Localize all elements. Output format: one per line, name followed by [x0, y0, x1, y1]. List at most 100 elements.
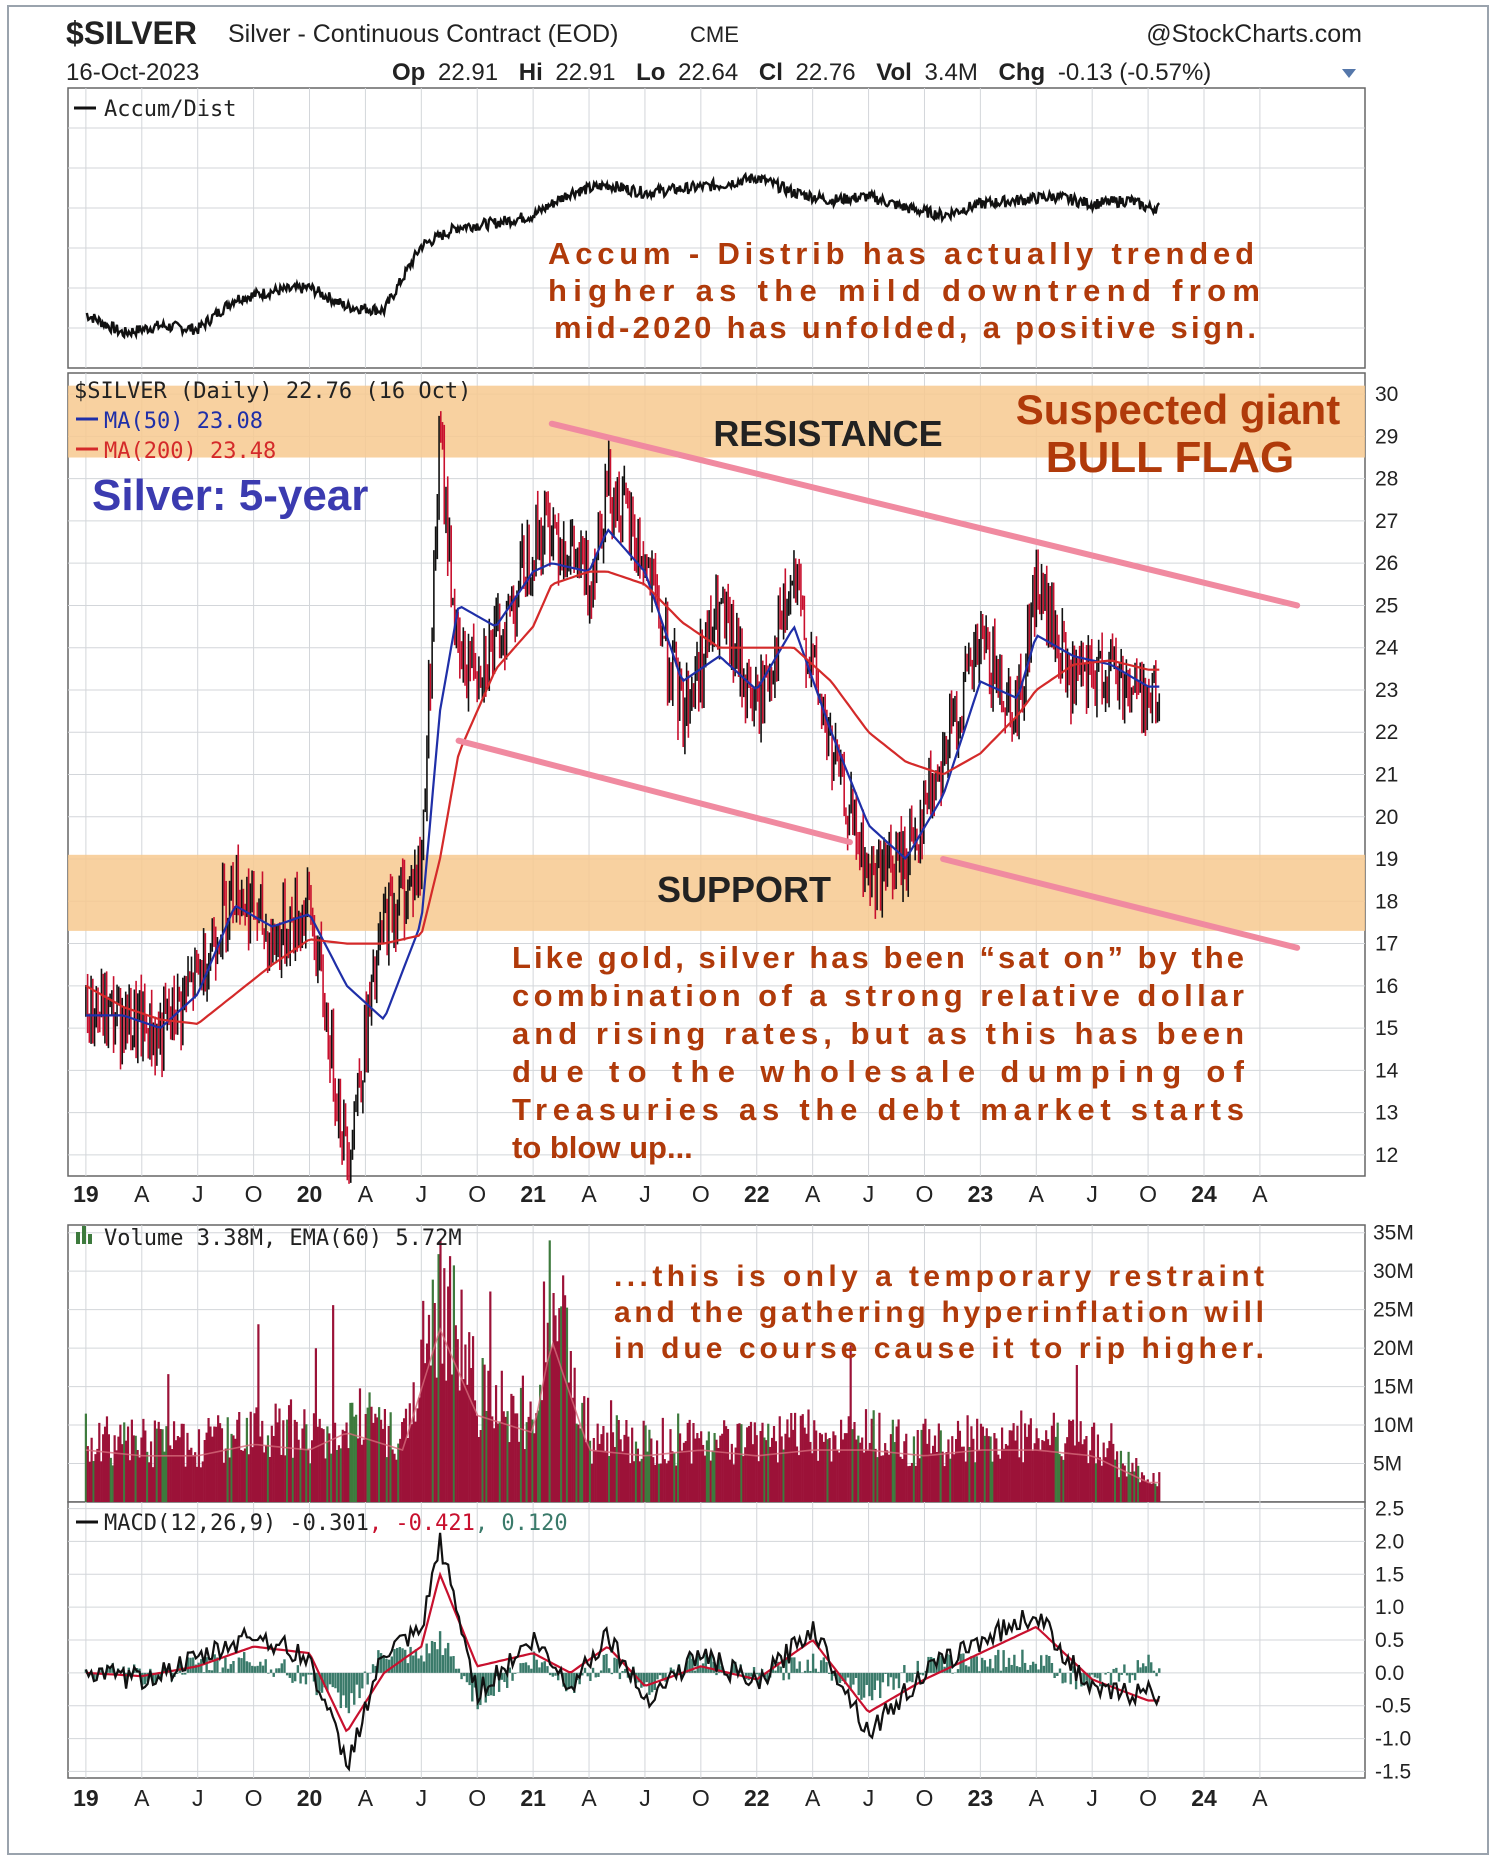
instrument-name: Silver - Continuous Contract (EOD) — [228, 20, 618, 48]
y-tick-label-price: 19 — [1375, 848, 1398, 871]
volume-bars — [84, 1240, 1161, 1502]
x-tick-label: O — [916, 1181, 934, 1207]
x-tick-label: J — [416, 1785, 428, 1811]
macd-legend-b: , -0.421 — [369, 1511, 475, 1536]
x-tick-label: 24 — [1191, 1181, 1217, 1207]
x-tick-label: A — [805, 1181, 821, 1207]
y-tick-label-price: 21 — [1375, 764, 1398, 787]
y-tick-label-price: 27 — [1375, 510, 1398, 533]
close-label: Cl — [759, 59, 783, 86]
gold-note-line-5: Treasuries as the debt market starts — [512, 1092, 1244, 1127]
macd-legend-line: MACD(12,26,9) -0.301, -0.421, 0.120 — [104, 1511, 568, 1536]
ma50-line — [85, 528, 1160, 1029]
x-tick-label: A — [358, 1785, 374, 1811]
x-tick-label: O — [1139, 1181, 1157, 1207]
y-tick-label-price: 28 — [1375, 468, 1398, 491]
macd-legend-c: , 0.120 — [475, 1511, 568, 1536]
gold-note-line-4: due to the wholesale dumping of — [512, 1054, 1245, 1089]
chg-label: Chg — [999, 59, 1046, 86]
x-tick-label: J — [192, 1181, 204, 1207]
low-value: 22.64 — [678, 59, 738, 86]
y-tick-label-price: 29 — [1375, 425, 1398, 448]
y-tick-label-price: 17 — [1375, 933, 1398, 956]
x-tick-label: O — [245, 1181, 263, 1207]
x-tick-label: A — [805, 1785, 821, 1811]
x-tick-label: A — [1029, 1181, 1045, 1207]
y-tick-label-volume: 20M — [1373, 1337, 1414, 1360]
chart-header: $SILVER Silver - Continuous Contract (EO… — [66, 15, 1362, 86]
y-tick-label-price: 23 — [1375, 679, 1398, 702]
chg-value: -0.13 (-0.57%) — [1058, 59, 1211, 86]
x-tick-label: 19 — [73, 1785, 99, 1811]
chart-title-5yr: Silver: 5-year — [92, 471, 368, 520]
dropdown-arrow-icon[interactable] — [1342, 69, 1356, 78]
y-tick-label-price: 26 — [1375, 552, 1398, 575]
symbol: $SILVER — [66, 15, 197, 51]
open-label: Op — [392, 59, 425, 86]
open-value: 22.91 — [438, 59, 498, 86]
vol-label: Vol — [876, 59, 912, 86]
support-label: SUPPORT — [657, 869, 831, 910]
zone-support — [68, 854, 1365, 931]
y-tick-label-price: 30 — [1375, 383, 1398, 406]
ad-legend: Accum/Dist — [74, 97, 236, 122]
y-tick-label-volume: 5M — [1373, 1453, 1402, 1476]
x-tick-label: A — [1029, 1785, 1045, 1811]
volume-legend: Volume 3.38M, EMA(60) 5.72M — [76, 1226, 462, 1251]
ad-note-line-3: mid-2020 has unfolded, a positive sign. — [554, 310, 1256, 345]
y-tick-label-price: 24 — [1375, 637, 1399, 660]
x-tick-label: J — [1086, 1785, 1098, 1811]
gold-note-line-6: to blow up... — [512, 1130, 693, 1165]
price-legend-label: $SILVER (Daily) 22.76 (16 Oct) — [74, 379, 471, 404]
y-tick-label-price: 25 — [1375, 594, 1398, 617]
vol-value: 3.4M — [925, 59, 978, 86]
channel-line-0 — [548, 420, 1301, 609]
date: 16-Oct-2023 — [66, 59, 199, 86]
volume-legend-label: Volume 3.38M, EMA(60) 5.72M — [104, 1226, 462, 1251]
ma200-legend-label: MA(200) 23.48 — [104, 439, 276, 464]
y-tick-label-price: 22 — [1375, 721, 1398, 744]
price-legend: $SILVER (Daily) 22.76 (16 Oct) MA(50) 23… — [74, 379, 471, 464]
x-tick-label: O — [692, 1785, 710, 1811]
axis-ticks: 19 19 A A J J O O 20 20 A A J J O O 21 21 A A J J O O 22 22 A A J J O O… — [73, 383, 1414, 1811]
x-tick-label: J — [1086, 1181, 1098, 1207]
x-tick-label: O — [245, 1785, 263, 1811]
zone-resistance — [68, 385, 1365, 458]
close-value: 22.76 — [796, 59, 856, 86]
x-tick-label: O — [468, 1181, 486, 1207]
x-tick-label: A — [358, 1181, 374, 1207]
x-tick-label: A — [134, 1785, 150, 1811]
ad-panel — [67, 87, 1366, 369]
x-tick-label: J — [863, 1181, 875, 1207]
y-tick-label-macd: -1.5 — [1375, 1760, 1411, 1783]
channel-line-1 — [455, 737, 853, 846]
price-annotation: Like gold, silver has been “sat on” by t… — [512, 940, 1245, 1165]
ma200-line — [85, 570, 1160, 1025]
x-tick-label: J — [863, 1785, 875, 1811]
x-tick-label: 19 — [73, 1181, 99, 1207]
x-tick-label: O — [916, 1785, 934, 1811]
ma50-legend-label: MA(50) 23.08 — [104, 409, 263, 434]
macd-legend-a: MACD(12,26,9) -0.301 — [104, 1511, 369, 1536]
y-tick-label-volume: 30M — [1373, 1260, 1414, 1283]
gold-note-line-1: Like gold, silver has been “sat on” by t… — [512, 940, 1244, 975]
chart-marks — [84, 171, 1301, 1772]
y-tick-label-macd: 2.0 — [1375, 1530, 1404, 1553]
y-tick-label-volume: 10M — [1373, 1414, 1414, 1437]
channel-line-2 — [940, 856, 1301, 951]
x-tick-label: 22 — [744, 1181, 770, 1207]
x-tick-label: J — [416, 1181, 428, 1207]
x-tick-label: A — [1252, 1181, 1268, 1207]
y-tick-label-price: 15 — [1375, 1017, 1398, 1040]
y-tick-label-macd: 2.5 — [1375, 1498, 1404, 1521]
y-tick-label-price: 16 — [1375, 975, 1398, 998]
y-tick-label-price: 13 — [1375, 1102, 1398, 1125]
accum-dist-line — [85, 171, 1161, 341]
volume-ema-line — [85, 1326, 1160, 1484]
x-tick-label: J — [639, 1181, 651, 1207]
x-tick-label: A — [581, 1785, 597, 1811]
y-tick-label-macd: 0.5 — [1375, 1629, 1404, 1652]
y-tick-label-macd: 0.0 — [1375, 1662, 1404, 1685]
volume-note-line-3: in due course cause it to rip higher. — [614, 1332, 1264, 1365]
